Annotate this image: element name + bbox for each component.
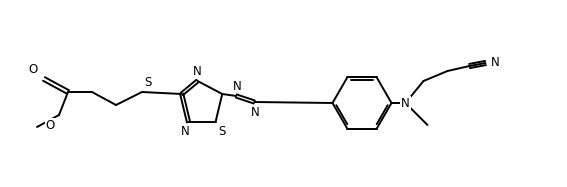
- Text: N: N: [193, 65, 202, 78]
- Text: O: O: [46, 119, 55, 132]
- Text: O: O: [29, 63, 38, 76]
- Text: N: N: [251, 105, 260, 119]
- Text: N: N: [233, 79, 242, 93]
- Text: N: N: [401, 96, 410, 110]
- Text: S: S: [144, 76, 151, 89]
- Text: N: N: [490, 56, 500, 68]
- Text: N: N: [181, 125, 190, 138]
- Text: S: S: [218, 125, 226, 138]
